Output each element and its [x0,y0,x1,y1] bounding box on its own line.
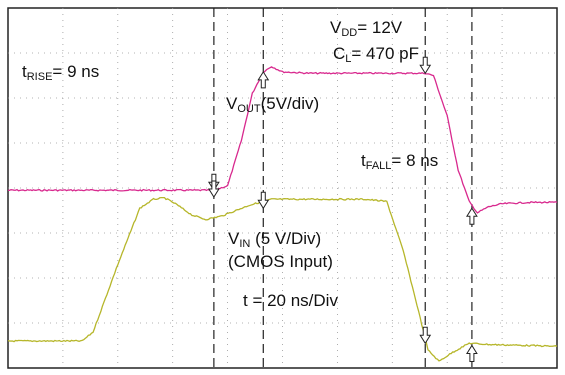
edge-marker-down-icon [419,326,432,345]
edge-markers [207,56,478,362]
scope-grid [8,8,557,368]
tfall-label: tFALL= 8 ns [361,151,438,172]
edge-marker-up-icon [466,344,478,362]
edge-marker-up-icon [257,70,270,89]
edge-marker-down-icon [257,191,270,210]
edge-marker-down-icon [419,56,432,75]
timebase-label: t = 20 ns/Div [243,291,338,310]
trise-label: tRISE= 9 ns [22,62,99,83]
trace-vin [7,196,558,362]
vin-label: VIN (5 V/Div) [228,229,321,250]
trace-vout [7,66,558,214]
cl-label: CL= 470 pF [333,44,419,65]
cmos-input-label: (CMOS Input) [228,252,333,271]
edge-marker-down-icon [207,180,220,198]
traces [7,66,558,362]
vdd-label: VDD= 12V [330,18,403,39]
edge-marker-up-icon [466,207,478,225]
vout-label: VOUT(5V/div) [226,94,319,115]
